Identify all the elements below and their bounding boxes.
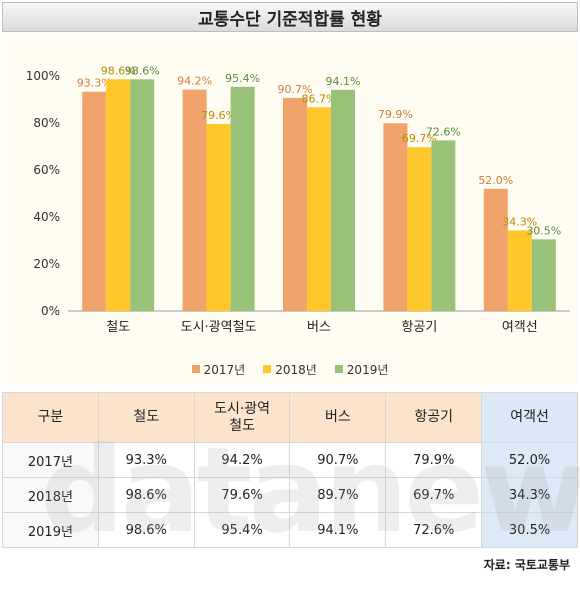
table-body: 2017년 93.3% 94.2% 90.7% 79.9% 52.0% 2018년 98.6%… bbox=[2, 442, 578, 548]
bar-2019 bbox=[230, 86, 255, 311]
data-table: 구분 철도 도시·광역 철도 버스 항공기 여객선 2017년 93.3% 94.2% 90.7%… bbox=[2, 392, 578, 548]
table-cell: 94.1% bbox=[289, 512, 387, 548]
bar-2018 bbox=[407, 147, 432, 311]
data-table-container: 구분 철도 도시·광역 철도 버스 항공기 여객선 2017년 93.3% 94.2% 90.7%… bbox=[2, 392, 578, 548]
legend-swatch bbox=[263, 365, 272, 373]
bar-2019 bbox=[130, 79, 155, 311]
bar-chart: 0%20%40%60%80%100%93.3%98.6%98.6%철도94.2%… bbox=[26, 64, 570, 335]
bar-2017 bbox=[82, 91, 107, 311]
table-cell: 34.3% bbox=[481, 477, 578, 513]
bar-2018 bbox=[307, 107, 331, 311]
legend-item-2018: 2018년 bbox=[263, 361, 317, 378]
table-header-cell: 여객선 bbox=[481, 392, 578, 443]
y-tick-label: 40% bbox=[33, 210, 60, 224]
table-row: 2017년 93.3% 94.2% 90.7% 79.9% 52.0% bbox=[2, 442, 578, 478]
table-header-cell: 도시·광역 철도 bbox=[193, 392, 291, 443]
table-row-header: 2019년 bbox=[2, 512, 99, 548]
y-tick-label: 20% bbox=[33, 257, 60, 271]
bar-2019 bbox=[331, 89, 355, 311]
y-tick-label: 100% bbox=[26, 69, 60, 83]
table-cell: 69.7% bbox=[385, 477, 483, 513]
table-cell: 98.6% bbox=[97, 512, 195, 548]
chart-area: 0% 20% 40% 60% 80% 100% 93.3% 98.6% 98.6% 철도 94.2%… bbox=[2, 34, 578, 384]
bar-2019 bbox=[431, 140, 456, 311]
bar-2018 bbox=[106, 79, 131, 311]
data-label-2018: 98.6% bbox=[101, 64, 136, 77]
bar-2019 bbox=[531, 239, 556, 311]
table-row-header: 2017년 bbox=[2, 442, 99, 478]
y-tick-label: 60% bbox=[33, 163, 60, 177]
x-tick-label: 도시·광역철도 bbox=[181, 320, 257, 335]
x-tick-label: 여객선 bbox=[502, 320, 538, 335]
data-label-2019: 94.1% bbox=[326, 75, 361, 88]
chart-title: 교통수단 기준적합률 현황 bbox=[2, 2, 578, 32]
table-cell: 72.6% bbox=[385, 512, 483, 548]
bar-2017 bbox=[483, 188, 508, 311]
table-cell: 89.7% bbox=[289, 477, 387, 513]
data-label-2019: 95.4% bbox=[225, 72, 260, 85]
legend-swatch bbox=[191, 365, 200, 373]
data-label-2018: 79.6% bbox=[201, 109, 236, 122]
x-tick-label: 버스 bbox=[307, 320, 331, 335]
data-label-2017: 94.2% bbox=[177, 75, 212, 88]
table-row: 2019년 98.6% 95.4% 94.1% 72.6% 30.5% bbox=[2, 512, 578, 548]
y-tick-label: 0% bbox=[41, 304, 60, 318]
data-label-2017: 79.9% bbox=[378, 108, 413, 121]
legend-label: 2018년 bbox=[275, 362, 317, 377]
table-row: 2018년 98.6% 79.6% 89.7% 69.7% 34.3% bbox=[2, 477, 578, 513]
bar-2018 bbox=[206, 123, 231, 311]
bar-2017 bbox=[182, 89, 207, 311]
data-label-2019: 72.6% bbox=[426, 125, 461, 138]
legend-label: 2019년 bbox=[346, 362, 389, 377]
table-cell: 90.7% bbox=[289, 442, 387, 478]
table-cell: 94.2% bbox=[193, 442, 291, 478]
data-label-2019: 30.5% bbox=[526, 224, 561, 237]
table-cell: 79.9% bbox=[385, 442, 483, 478]
table-cell: 93.3% bbox=[97, 442, 195, 478]
table-cell: 79.6% bbox=[193, 477, 291, 513]
table-row-header: 2018년 bbox=[2, 477, 99, 513]
legend: 2017년 2018년 2019년 bbox=[2, 360, 578, 378]
y-tick-label: 80% bbox=[33, 116, 60, 130]
data-label-2017: 93.3% bbox=[77, 77, 112, 90]
data-label-2018: 86.7% bbox=[302, 92, 337, 105]
source-note: 자료: 국토교통부 bbox=[483, 558, 570, 572]
data-label-2018: 34.3% bbox=[502, 215, 537, 228]
data-label-2017: 90.7% bbox=[278, 83, 313, 96]
bar-2018 bbox=[507, 230, 532, 311]
table-header-cell: 항공기 bbox=[385, 392, 483, 443]
table-cell: 52.0% bbox=[481, 442, 578, 478]
table-header-cell: 구분 bbox=[2, 392, 99, 443]
legend-label: 2017년 bbox=[203, 362, 246, 377]
bar-2017 bbox=[283, 97, 307, 311]
table-header-row: 구분 철도 도시·광역 철도 버스 항공기 여객선 bbox=[2, 392, 578, 443]
table-cell: 30.5% bbox=[481, 512, 578, 548]
legend-item-2017: 2017년 bbox=[191, 361, 246, 378]
x-tick-label: 철도 bbox=[106, 320, 130, 335]
legend-swatch bbox=[334, 365, 343, 373]
data-label-2017: 52.0% bbox=[478, 174, 513, 187]
legend-item-2019: 2019년 bbox=[334, 361, 389, 378]
table-header-cell: 버스 bbox=[289, 392, 387, 443]
data-label-2019: 98.6% bbox=[125, 64, 160, 77]
data-label-2018: 69.7% bbox=[402, 132, 437, 145]
x-tick-label: 항공기 bbox=[401, 320, 437, 335]
table-cell: 98.6% bbox=[97, 477, 195, 513]
table-cell: 95.4% bbox=[193, 512, 291, 548]
bar-2017 bbox=[383, 123, 408, 311]
table-header-cell: 철도 bbox=[97, 392, 195, 443]
